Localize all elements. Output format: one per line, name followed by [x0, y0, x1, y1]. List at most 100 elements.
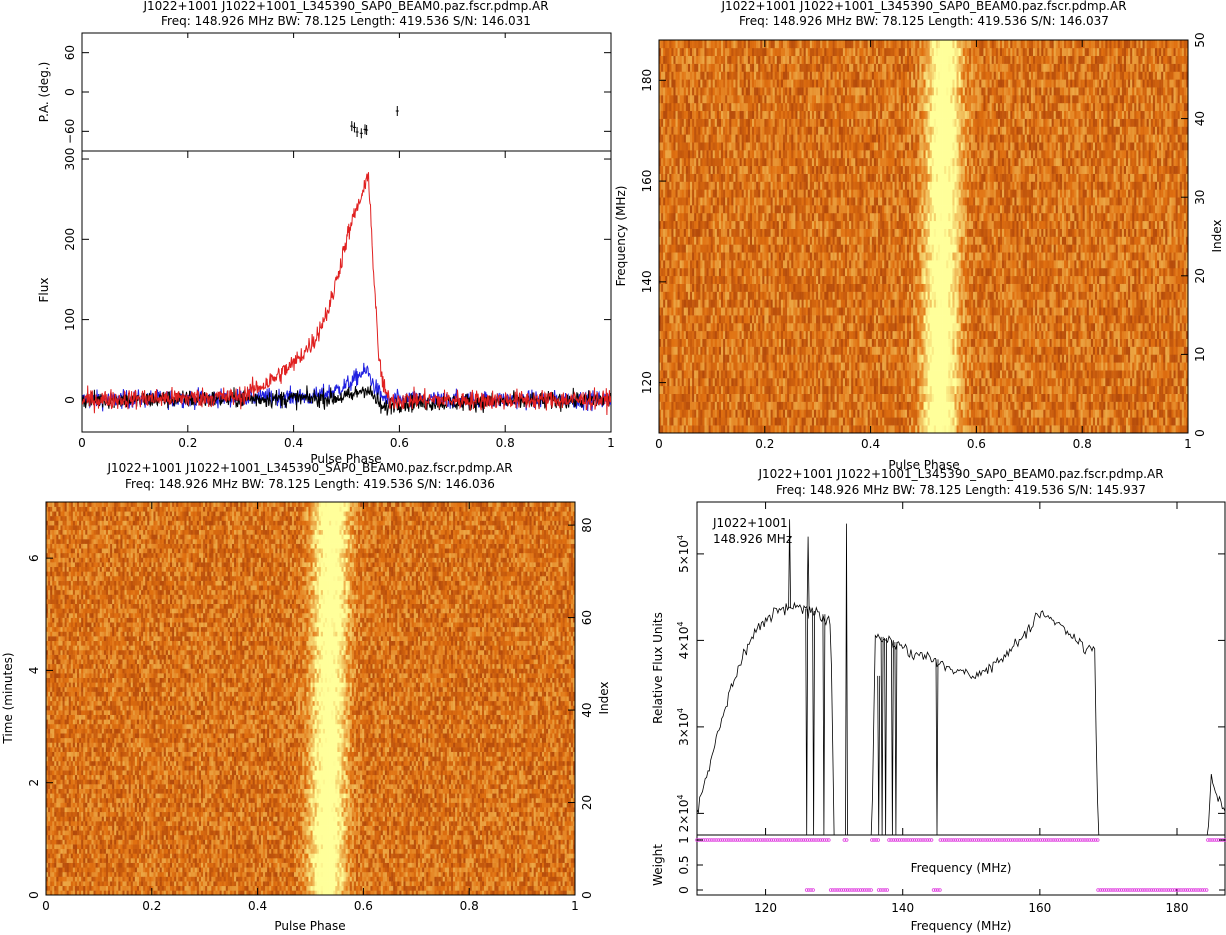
heatmap-cell: [1049, 354, 1052, 363]
heatmap-cell: [743, 401, 747, 410]
heatmap-cell: [997, 346, 1001, 355]
heatmap-cell: [1061, 409, 1065, 418]
heatmap-cell: [675, 315, 678, 324]
heatmap-cell: [849, 370, 852, 379]
heatmap-cell: [673, 393, 676, 402]
heatmap-cell: [915, 283, 918, 292]
heatmap-cell: [727, 307, 730, 316]
heatmap-cell: [849, 401, 852, 410]
heatmap-cell: [832, 425, 835, 433]
heatmap-cell: [840, 346, 844, 355]
heatmap-cell: [1095, 425, 1098, 433]
heatmap-cell: [780, 299, 784, 308]
heatmap-cell: [1175, 409, 1178, 418]
heatmap-cell: [1117, 307, 1121, 316]
heatmap-cell: [673, 354, 676, 363]
heatmap-cell: [1175, 370, 1178, 379]
heatmap-cell: [968, 370, 972, 379]
heatmap-cell: [787, 338, 790, 347]
heatmap-cell: [692, 330, 695, 339]
heatmap-cell: [735, 362, 738, 371]
heatmap-cell: [799, 315, 802, 324]
heatmap-cell: [745, 377, 749, 387]
heatmap-cell: [727, 393, 730, 402]
heatmap-cell: [898, 354, 902, 363]
heatmap-cell: [931, 417, 935, 426]
heatmap-cell: [904, 291, 908, 300]
heatmap-cell: [861, 377, 864, 387]
heatmap-cell: [1179, 370, 1183, 379]
heatmap-cell: [785, 330, 788, 339]
heatmap-cell: [1018, 385, 1021, 394]
heatmap-cell: [834, 393, 838, 402]
heatmap-cell: [1128, 385, 1131, 394]
heatmap-cell: [733, 330, 736, 339]
heatmap-cell: [1086, 370, 1090, 379]
heatmap-cell: [985, 330, 988, 339]
heatmap-cell: [857, 299, 860, 308]
heatmap-cell: [1080, 409, 1083, 418]
heatmap-cell: [1053, 409, 1057, 418]
heatmap-cell: [1049, 401, 1052, 410]
heatmap-cell: [727, 401, 730, 410]
heatmap-cell: [1037, 291, 1040, 300]
heatmap-cell: [1157, 385, 1160, 394]
heatmap-cell: [888, 283, 891, 292]
heatmap-cell: [836, 377, 840, 387]
heatmap-cell: [1165, 338, 1168, 347]
heatmap-cell: [1088, 354, 1092, 363]
heatmap-cell: [964, 417, 968, 426]
heatmap-cell: [859, 393, 862, 402]
heatmap-cell: [1126, 307, 1129, 316]
heatmap-cell: [716, 409, 720, 418]
heatmap-cell: [1064, 377, 1067, 387]
heatmap-cell: [867, 417, 871, 426]
heatmap-cell: [663, 307, 666, 316]
heatmap-cell: [681, 354, 685, 363]
heatmap-cell: [671, 346, 674, 355]
heatmap-cell: [1002, 283, 1005, 292]
heatmap-cell: [1061, 322, 1065, 332]
heatmap-cell: [1159, 425, 1162, 433]
heatmap-cell: [712, 338, 716, 347]
heatmap-cell: [1022, 377, 1026, 387]
heatmap-cell: [739, 291, 742, 300]
heatmap-cell: [1053, 370, 1057, 379]
heatmap-cell: [971, 338, 974, 347]
heatmap-cell: [671, 315, 674, 324]
heatmap-cell: [1179, 377, 1183, 387]
heatmap-cell: [1105, 299, 1108, 308]
heatmap-cell: [1022, 425, 1026, 433]
heatmap-cell: [764, 275, 767, 284]
heatmap-cell: [706, 330, 709, 339]
heatmap-cell: [975, 362, 978, 371]
heatmap-cell: [710, 409, 714, 418]
heatmap-cell: [801, 425, 804, 433]
heatmap-cell: [867, 307, 871, 316]
heatmap-cell: [679, 346, 683, 355]
heatmap-cell: [944, 401, 947, 410]
heatmap-cell: [820, 401, 823, 410]
heatmap-cell: [975, 307, 978, 316]
heatmap-cell: [659, 315, 662, 324]
heatmap-cell: [1008, 417, 1011, 426]
heatmap-cell: [1064, 417, 1067, 426]
heatmap-cell: [958, 354, 961, 363]
heatmap-cell: [991, 283, 995, 292]
heatmap-cell: [774, 393, 778, 402]
heatmap-cell: [904, 417, 908, 426]
heatmap-cell: [1076, 362, 1079, 371]
heatmap-cell: [1092, 354, 1096, 363]
heatmap-cell: [983, 291, 986, 300]
heatmap-cell: [1123, 299, 1127, 308]
heatmap-cell: [940, 362, 943, 371]
heatmap-cell: [1173, 330, 1176, 339]
heatmap-cell: [683, 283, 687, 292]
heatmap-cell: [710, 299, 714, 308]
heatmap-cell: [935, 330, 939, 339]
heatmap-cell: [1039, 299, 1042, 308]
heatmap-cell: [768, 401, 771, 410]
heatmap-cell: [1074, 377, 1077, 387]
heatmap-cell: [1061, 393, 1065, 402]
heatmap-cell: [669, 315, 672, 324]
